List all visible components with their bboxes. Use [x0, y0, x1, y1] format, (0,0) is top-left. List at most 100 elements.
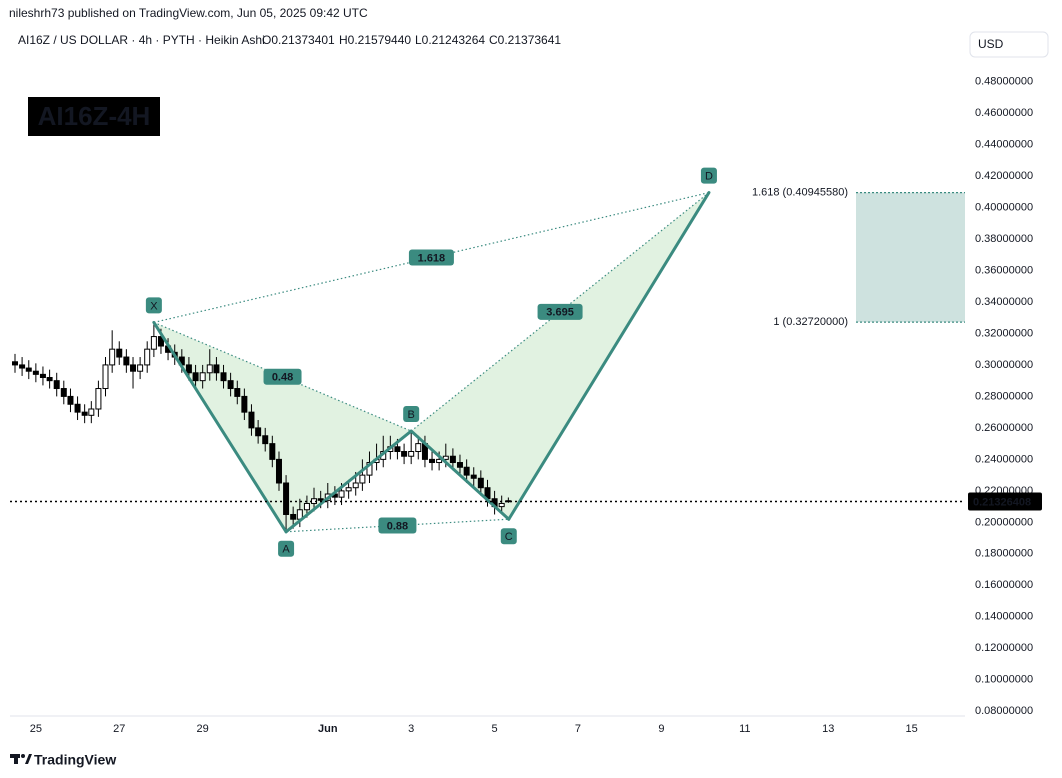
candle-body — [317, 498, 324, 501]
candle-body — [366, 462, 373, 476]
candle-body — [137, 364, 144, 372]
candle-body — [60, 388, 67, 397]
pattern-leg — [152, 320, 288, 534]
currency-label: USD — [978, 37, 1004, 51]
plot-area — [12, 191, 965, 534]
y-tick-label: 0.34000000 — [975, 296, 1033, 308]
ohlc-open: O0.21373401 — [262, 33, 335, 47]
candle-body — [192, 372, 199, 382]
point-badge — [403, 406, 420, 423]
candle-body — [415, 443, 422, 453]
logo-part — [25, 754, 32, 764]
candle-body — [436, 458, 443, 464]
x-tick-label: 3 — [408, 723, 414, 735]
pattern-leg — [507, 191, 711, 521]
x-tick-label: 15 — [905, 723, 917, 735]
candle-body — [442, 455, 449, 460]
candle-body — [498, 502, 505, 508]
y-tick-label: 0.36000000 — [975, 264, 1033, 276]
candle-body — [81, 411, 88, 416]
candle-body — [25, 367, 32, 372]
candle-body — [463, 466, 470, 476]
candle-body — [88, 408, 95, 416]
candle-body — [130, 364, 137, 372]
candle-body — [185, 364, 192, 374]
last-price-label: 0.21326408 — [973, 496, 1031, 508]
candle-body — [39, 373, 46, 379]
candle-body — [116, 348, 123, 358]
candle-body — [456, 462, 463, 468]
candle-body — [241, 395, 248, 413]
x-tick-label: 29 — [197, 723, 209, 735]
x-tick-label: 13 — [822, 723, 834, 735]
point-label: X — [150, 300, 158, 312]
candle-body — [12, 361, 19, 366]
x-tick-label: 5 — [492, 723, 498, 735]
pattern-leg — [284, 429, 413, 534]
ratio-badge — [408, 249, 454, 266]
y-tick-label: 0.30000000 — [975, 359, 1033, 371]
candle-body — [248, 411, 255, 429]
y-tick-label: 0.42000000 — [975, 170, 1033, 182]
ohlc-high: H0.21579440 — [339, 33, 411, 47]
currency-button[interactable] — [969, 31, 1049, 58]
published-line: nileshrh73 published on TradingView.com,… — [9, 6, 368, 20]
candle-body — [206, 364, 213, 374]
point-label: B — [408, 409, 415, 421]
point-badge — [145, 297, 162, 314]
candle-body — [74, 403, 81, 413]
candle-body — [359, 474, 366, 484]
pattern-fill — [411, 192, 709, 520]
brand-logo — [10, 754, 32, 764]
candle-body — [338, 490, 345, 498]
candle-body — [401, 451, 408, 457]
ratio-badge — [263, 368, 302, 385]
ratio-label: 1.618 — [418, 252, 446, 264]
y-tick-label: 0.46000000 — [975, 107, 1033, 119]
point-label: A — [282, 544, 290, 556]
y-tick-label: 0.26000000 — [975, 422, 1033, 434]
fib-level-label: 1.618 (0.40945580) — [752, 186, 848, 198]
y-tick-label: 0.40000000 — [975, 201, 1033, 213]
y-tick-label: 0.14000000 — [975, 611, 1033, 623]
last-price-badge — [968, 492, 1042, 511]
logo-part — [14, 754, 18, 764]
candle-body — [95, 388, 102, 410]
brand-name: TradingView — [34, 752, 116, 768]
candle-body — [46, 377, 53, 382]
ohlc-low: L0.21243264 — [415, 33, 485, 47]
candle-body — [449, 455, 456, 464]
y-tick-label: 0.20000000 — [975, 516, 1033, 528]
fib-level-label: 1 (0.32720000) — [773, 316, 848, 328]
candle-body — [19, 364, 26, 369]
y-tick-label: 0.38000000 — [975, 233, 1033, 245]
candle-body — [352, 482, 359, 489]
y-tick-label: 0.12000000 — [975, 642, 1033, 654]
ratio-badge — [378, 517, 417, 534]
pattern-dotted-line — [286, 518, 509, 533]
y-tick-label: 0.28000000 — [975, 390, 1033, 402]
candle-body — [199, 372, 206, 382]
candle-body — [477, 477, 484, 489]
ratio-label: 0.48 — [272, 372, 293, 384]
candle-body — [470, 474, 477, 479]
candle-body — [408, 451, 415, 457]
candle-body — [303, 502, 310, 511]
point-label: C — [505, 531, 513, 543]
candle-body — [255, 427, 262, 437]
ratio-label: 0.88 — [387, 520, 408, 532]
pattern-leg — [409, 429, 511, 521]
candle-body — [220, 372, 227, 382]
logo-part — [21, 754, 25, 758]
x-tick-label: 27 — [113, 723, 125, 735]
chart-title: AI16Z-4H — [38, 101, 151, 131]
pattern-fill — [153, 322, 412, 532]
candle-body — [67, 395, 74, 405]
y-tick-label: 0.48000000 — [975, 75, 1033, 87]
y-tick-label: 0.32000000 — [975, 327, 1033, 339]
point-badge — [278, 540, 295, 557]
